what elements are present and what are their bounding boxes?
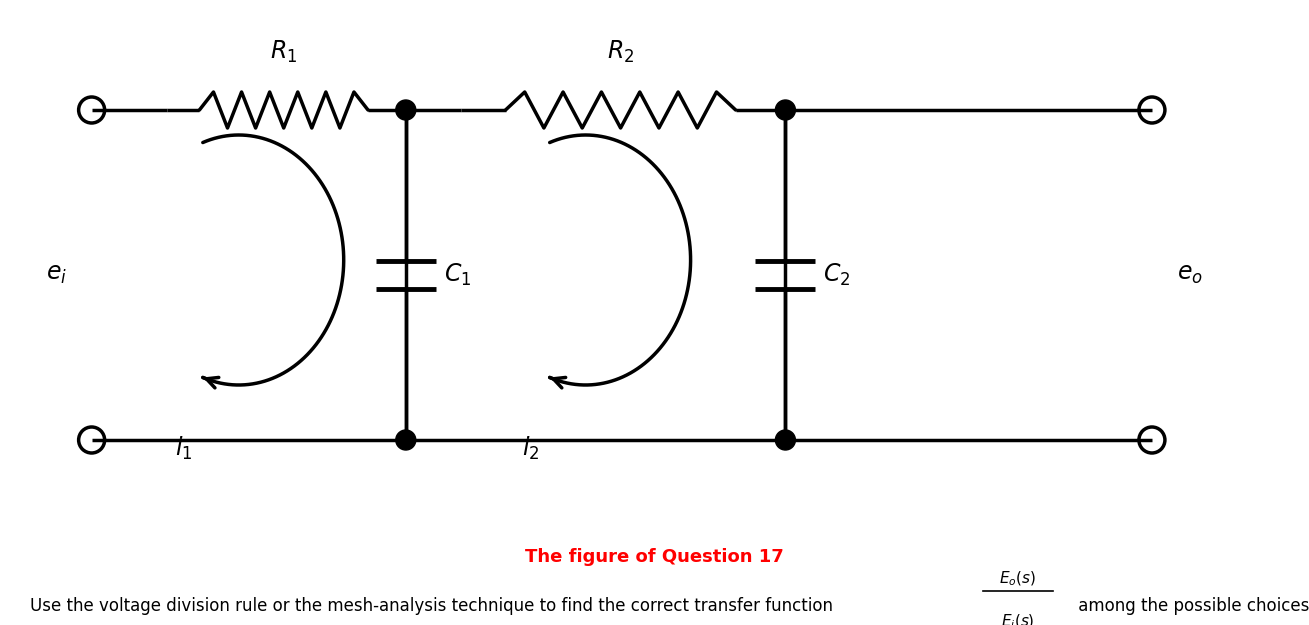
Text: $E_i(s)$: $E_i(s)$ (1001, 612, 1034, 625)
Text: among the possible choices below.: among the possible choices below. (1073, 597, 1309, 615)
Text: $e_o$: $e_o$ (1177, 264, 1203, 286)
Text: $e_i$: $e_i$ (46, 264, 67, 286)
Text: $C_2$: $C_2$ (823, 262, 851, 288)
Circle shape (395, 100, 416, 120)
Text: $R_2$: $R_2$ (607, 39, 635, 65)
Circle shape (395, 430, 416, 450)
Text: $i_2$: $i_2$ (522, 435, 539, 462)
Text: The figure of Question 17: The figure of Question 17 (525, 548, 784, 566)
Circle shape (775, 100, 796, 120)
Text: $C_1$: $C_1$ (444, 262, 471, 288)
Text: $E_o(s)$: $E_o(s)$ (1000, 570, 1037, 588)
Text: Use the voltage division rule or the mesh-analysis technique to find the correct: Use the voltage division rule or the mes… (30, 597, 833, 615)
Text: $R_1$: $R_1$ (270, 39, 297, 65)
Circle shape (775, 430, 796, 450)
Text: $i_1$: $i_1$ (175, 435, 192, 462)
